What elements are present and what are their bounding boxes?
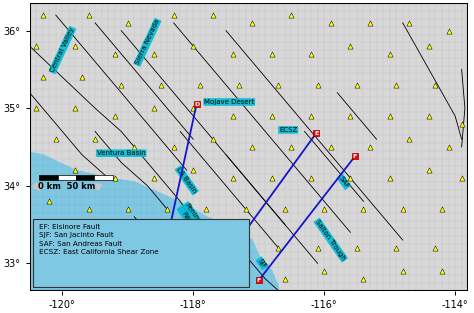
Point — [314, 245, 321, 250]
Point — [111, 176, 118, 181]
Point — [118, 82, 125, 87]
Point — [248, 145, 256, 150]
Point — [405, 137, 413, 142]
Point — [170, 13, 177, 18]
Point — [111, 51, 118, 56]
Point — [202, 276, 210, 281]
Point — [150, 106, 158, 111]
Point — [130, 145, 138, 150]
Point — [52, 137, 60, 142]
Point — [85, 13, 92, 18]
Point — [360, 276, 367, 281]
Text: Salton Trough: Salton Trough — [315, 219, 347, 261]
Point — [196, 245, 204, 250]
Point — [268, 176, 275, 181]
Point — [320, 269, 328, 274]
Point — [193, 102, 201, 107]
Point — [72, 44, 79, 49]
Point — [445, 28, 452, 33]
Text: 0 km  50 km: 0 km 50 km — [38, 182, 95, 191]
Text: F: F — [353, 154, 357, 159]
Bar — [39, 175, 58, 180]
Point — [91, 137, 99, 142]
Point — [248, 20, 256, 25]
Polygon shape — [29, 209, 75, 240]
Point — [392, 245, 400, 250]
Text: Sierra Nevada: Sierra Nevada — [134, 19, 161, 66]
Point — [360, 207, 367, 212]
Polygon shape — [0, 0, 278, 290]
Point — [307, 113, 315, 118]
Point — [353, 245, 361, 250]
Point — [307, 176, 315, 181]
Point — [307, 51, 315, 56]
Polygon shape — [154, 223, 183, 239]
Text: D: D — [168, 222, 173, 227]
Point — [268, 113, 275, 118]
Point — [399, 269, 407, 274]
Point — [150, 176, 158, 181]
Point — [157, 238, 164, 243]
Point — [425, 168, 433, 173]
Point — [346, 113, 354, 118]
Point — [445, 145, 452, 150]
Polygon shape — [95, 217, 134, 236]
Point — [124, 207, 132, 212]
Point — [432, 245, 439, 250]
Point — [458, 176, 465, 181]
Point — [229, 176, 237, 181]
Text: Central Valley: Central Valley — [49, 27, 75, 73]
Point — [124, 276, 132, 281]
Point — [268, 51, 275, 56]
Point — [118, 245, 125, 250]
Point — [274, 82, 282, 87]
Point — [39, 238, 46, 243]
Point — [281, 276, 289, 281]
Point — [314, 82, 321, 87]
Point — [386, 113, 393, 118]
Point — [124, 20, 132, 25]
Point — [425, 113, 433, 118]
Point — [39, 75, 46, 80]
Point — [327, 145, 335, 150]
Point — [346, 44, 354, 49]
Point — [281, 207, 289, 212]
Bar — [58, 175, 76, 180]
Point — [78, 238, 86, 243]
Point — [399, 207, 407, 212]
Text: SJF: SJF — [256, 257, 267, 269]
Point — [85, 207, 92, 212]
Point — [392, 82, 400, 87]
Point — [288, 145, 295, 150]
Text: E: E — [223, 257, 227, 262]
Point — [150, 51, 158, 56]
Polygon shape — [33, 183, 43, 190]
Point — [235, 82, 243, 87]
Text: E: E — [314, 131, 319, 136]
Point — [327, 20, 335, 25]
Point — [242, 207, 249, 212]
Point — [458, 121, 465, 126]
Point — [274, 245, 282, 250]
Point — [229, 113, 237, 118]
Point — [235, 245, 243, 250]
Point — [312, 131, 320, 136]
Point — [242, 276, 249, 281]
Point — [425, 44, 433, 49]
Text: Mojave Desert: Mojave Desert — [204, 99, 255, 105]
Point — [209, 13, 217, 18]
Point — [157, 82, 164, 87]
Point — [190, 168, 197, 173]
Point — [72, 168, 79, 173]
Point — [190, 106, 197, 111]
Point — [386, 176, 393, 181]
Point — [405, 20, 413, 25]
Point — [85, 269, 92, 274]
Point — [432, 82, 439, 87]
Point — [196, 82, 204, 87]
Point — [170, 145, 177, 150]
Point — [72, 106, 79, 111]
Text: D: D — [194, 102, 199, 107]
Text: Ventura Basin: Ventura Basin — [97, 150, 146, 156]
